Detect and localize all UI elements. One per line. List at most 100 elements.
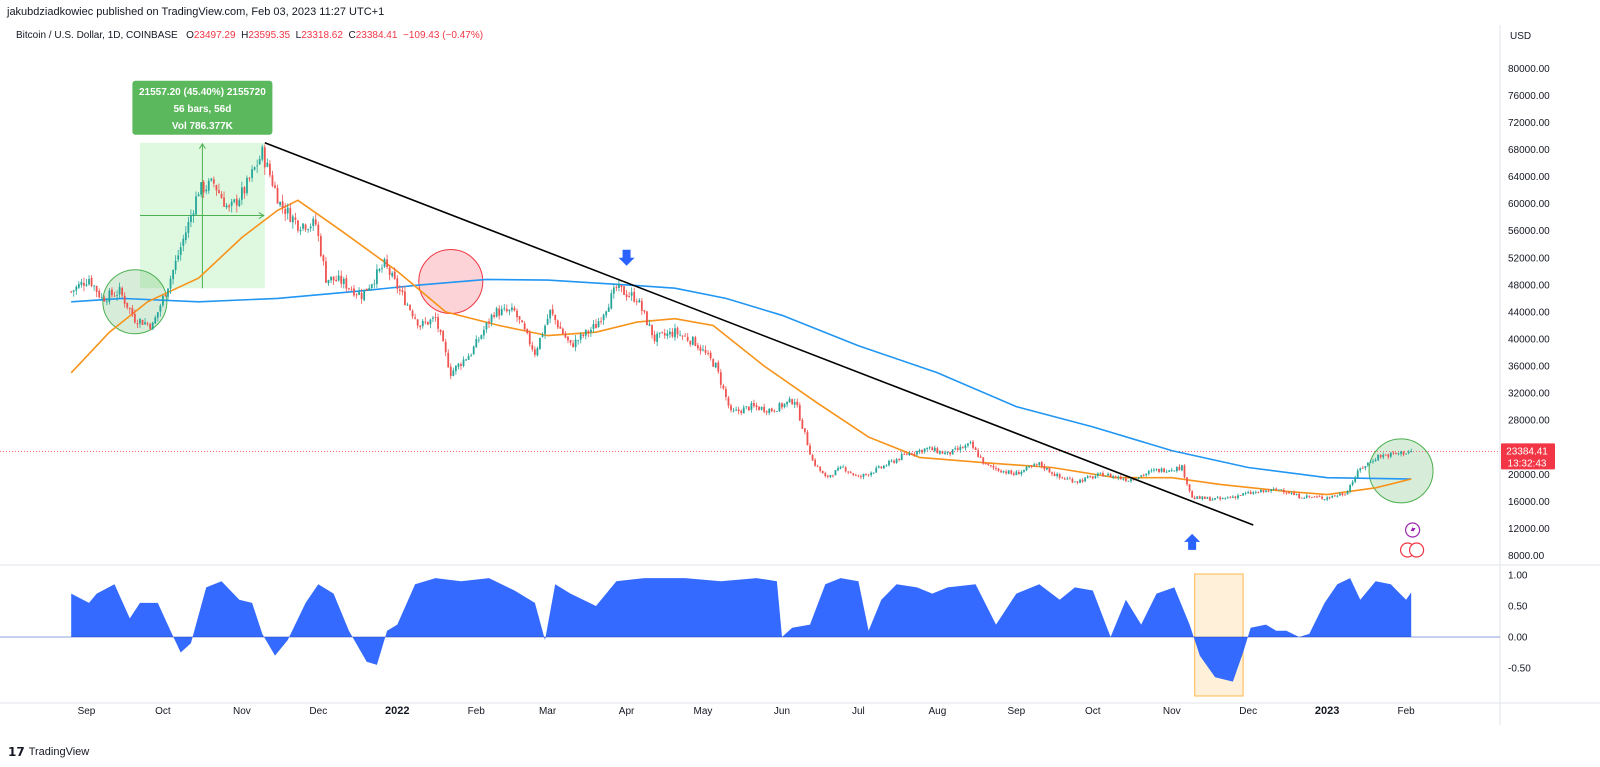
candle-body	[1079, 479, 1081, 483]
candle	[483, 325, 485, 340]
tradingview-logo-icon: 𝟭𝟳	[8, 745, 25, 759]
candle-body	[607, 307, 610, 312]
candle-body	[674, 328, 676, 338]
candle-body	[177, 255, 180, 260]
candle-body	[862, 473, 865, 477]
candle-body	[426, 321, 429, 325]
candle-body	[910, 453, 913, 455]
candle	[982, 457, 985, 465]
candle	[933, 445, 936, 453]
candle	[826, 474, 829, 479]
candle-body	[643, 310, 646, 312]
candle	[747, 406, 750, 412]
candle	[1160, 467, 1163, 473]
candle-body	[218, 190, 220, 194]
candle	[694, 335, 697, 347]
candle-body	[633, 291, 636, 302]
candle-body	[1186, 477, 1188, 485]
candle-body	[1081, 479, 1084, 482]
candle-body	[449, 366, 452, 376]
tradingview-brand[interactable]: 𝟭𝟳 TradingView	[8, 745, 89, 759]
candle-body	[98, 291, 101, 298]
candle-body	[493, 314, 495, 317]
candle-body	[289, 208, 292, 222]
candle-body	[1061, 477, 1064, 479]
candle-body	[870, 472, 873, 476]
candle-body	[646, 311, 648, 326]
candle	[1239, 495, 1242, 496]
candle-body	[1203, 496, 1206, 499]
candle	[156, 312, 159, 322]
candle	[704, 345, 707, 355]
candle-body	[136, 323, 139, 325]
ma-slow-line	[71, 278, 1412, 480]
candle-body	[1023, 469, 1025, 472]
candle	[1091, 475, 1094, 480]
candle	[177, 249, 180, 263]
candle-body	[913, 454, 916, 455]
candle	[592, 320, 595, 333]
candle-body	[1305, 495, 1308, 498]
candle-body	[156, 312, 159, 318]
time-tick-label: Oct	[1085, 706, 1101, 717]
candle	[888, 459, 890, 467]
candle-body	[750, 403, 753, 410]
candle	[246, 175, 248, 196]
candle-body	[383, 258, 386, 267]
candle-body	[144, 322, 146, 325]
candle-body	[972, 441, 974, 448]
candle	[271, 170, 274, 188]
candle-body	[888, 460, 890, 466]
candle-body	[1145, 473, 1148, 476]
candle	[1369, 459, 1372, 463]
candle	[1252, 490, 1255, 495]
candle	[867, 474, 870, 477]
candle	[1316, 495, 1318, 499]
candle-body	[302, 223, 304, 229]
candle-body	[653, 334, 656, 342]
candle	[182, 234, 185, 252]
candle-body	[95, 286, 98, 292]
candle	[495, 306, 498, 318]
candle	[1043, 463, 1046, 472]
candle	[337, 270, 340, 282]
candle	[702, 345, 704, 352]
candle	[798, 402, 801, 422]
candle	[426, 321, 429, 326]
candle	[383, 257, 386, 268]
candle-body	[832, 475, 834, 477]
candle-body	[587, 330, 590, 334]
candle-body	[139, 318, 141, 324]
candle	[373, 279, 376, 289]
candle-body	[386, 259, 388, 268]
candle-body	[248, 177, 251, 179]
candle-body	[1053, 473, 1056, 477]
candle	[829, 474, 832, 479]
candle-body	[340, 275, 343, 284]
candle-body	[411, 310, 414, 317]
candle	[365, 288, 368, 291]
candle	[360, 288, 363, 304]
candle	[1288, 490, 1290, 494]
candle-body	[381, 267, 383, 269]
candle-body	[788, 398, 791, 403]
candle	[1282, 487, 1285, 495]
candle-body	[1002, 471, 1005, 473]
candle-body	[992, 465, 995, 468]
candle	[936, 446, 939, 454]
candle-body	[569, 339, 572, 343]
candle	[131, 304, 134, 318]
candle-body	[811, 455, 814, 461]
candle	[554, 314, 557, 325]
candle	[1295, 493, 1298, 496]
candle	[770, 407, 773, 413]
candle	[844, 466, 847, 473]
candle	[1293, 490, 1295, 496]
candle-body	[648, 324, 651, 326]
candle-body	[1025, 466, 1028, 471]
candle-body	[806, 432, 809, 446]
candle	[261, 144, 264, 162]
candle	[572, 339, 574, 348]
candle-body	[1384, 454, 1387, 456]
